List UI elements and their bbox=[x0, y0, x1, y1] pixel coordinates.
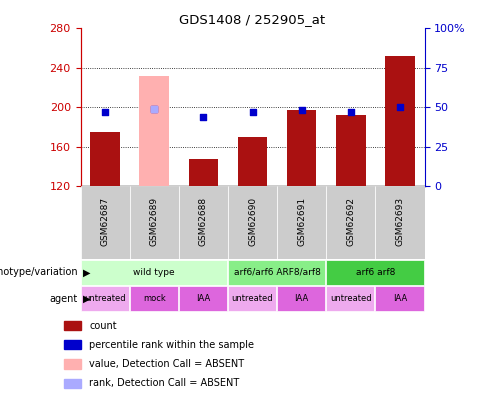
Bar bbox=[179, 286, 227, 311]
Text: value, Detection Call = ABSENT: value, Detection Call = ABSENT bbox=[89, 359, 244, 369]
Bar bbox=[130, 286, 178, 311]
Bar bbox=[277, 286, 325, 311]
Text: GSM62688: GSM62688 bbox=[199, 197, 208, 246]
Text: IAA: IAA bbox=[295, 294, 309, 303]
Text: count: count bbox=[89, 320, 117, 330]
Text: percentile rank within the sample: percentile rank within the sample bbox=[89, 340, 254, 350]
Point bbox=[150, 106, 158, 112]
Bar bbox=[189, 159, 218, 186]
Point bbox=[248, 109, 257, 115]
Bar bbox=[385, 56, 415, 186]
Text: GSM62687: GSM62687 bbox=[101, 197, 110, 246]
Bar bbox=[326, 260, 424, 285]
Point bbox=[101, 109, 109, 115]
Title: GDS1408 / 252905_at: GDS1408 / 252905_at bbox=[180, 13, 325, 26]
Bar bbox=[228, 286, 276, 311]
Bar bbox=[179, 186, 228, 259]
Bar bbox=[90, 132, 120, 186]
Bar bbox=[228, 186, 277, 259]
Point bbox=[298, 107, 305, 114]
Text: ▶: ▶ bbox=[83, 294, 90, 304]
Point bbox=[396, 104, 404, 111]
Bar bbox=[81, 260, 227, 285]
Text: arf6/arf6 ARF8/arf8: arf6/arf6 ARF8/arf8 bbox=[234, 268, 321, 277]
Bar bbox=[130, 186, 179, 259]
Text: GSM62692: GSM62692 bbox=[346, 197, 355, 246]
Point bbox=[347, 109, 355, 115]
Text: agent: agent bbox=[50, 294, 78, 304]
Text: IAA: IAA bbox=[196, 294, 210, 303]
Text: untreated: untreated bbox=[232, 294, 273, 303]
Text: mock: mock bbox=[143, 294, 165, 303]
Text: GSM62690: GSM62690 bbox=[248, 197, 257, 246]
Bar bbox=[64, 321, 81, 330]
Bar bbox=[64, 359, 81, 369]
Bar bbox=[287, 110, 316, 186]
Text: GSM62691: GSM62691 bbox=[297, 197, 306, 246]
Point bbox=[150, 106, 158, 112]
Text: untreated: untreated bbox=[330, 294, 372, 303]
Bar bbox=[81, 186, 130, 259]
Bar bbox=[326, 286, 374, 311]
Text: genotype/variation: genotype/variation bbox=[0, 267, 78, 277]
Bar bbox=[228, 260, 325, 285]
Text: ▶: ▶ bbox=[83, 267, 90, 277]
Text: GSM62689: GSM62689 bbox=[150, 197, 159, 246]
Bar bbox=[336, 115, 366, 186]
Bar bbox=[375, 186, 425, 259]
Text: GSM62693: GSM62693 bbox=[395, 197, 405, 246]
Text: rank, Detection Call = ABSENT: rank, Detection Call = ABSENT bbox=[89, 378, 240, 388]
Text: untreated: untreated bbox=[84, 294, 126, 303]
Text: arf6 arf8: arf6 arf8 bbox=[356, 268, 395, 277]
Text: IAA: IAA bbox=[393, 294, 407, 303]
Bar bbox=[81, 286, 129, 311]
Bar bbox=[64, 340, 81, 350]
Bar bbox=[277, 186, 326, 259]
Bar bbox=[238, 137, 267, 186]
Bar bbox=[375, 286, 424, 311]
Bar bbox=[64, 379, 81, 388]
Bar bbox=[140, 76, 169, 186]
Bar bbox=[326, 186, 375, 259]
Point bbox=[200, 113, 207, 120]
Text: wild type: wild type bbox=[133, 268, 175, 277]
